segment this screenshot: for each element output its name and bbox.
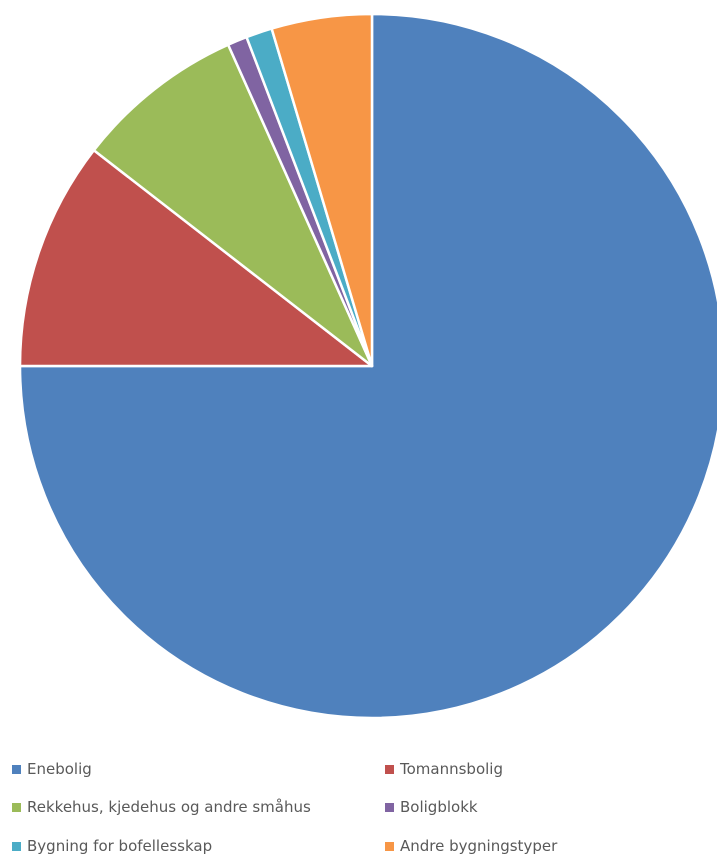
legend-item-andre: Andre bygningstyper xyxy=(385,834,557,858)
legend: Enebolig Tomannsbolig Rekkehus, kjedehus… xyxy=(0,750,717,863)
legend-item-boligblokk: Boligblokk xyxy=(385,795,478,819)
legend-label-rekkehus: Rekkehus, kjedehus og andre småhus xyxy=(27,798,311,816)
legend-swatch-rekkehus xyxy=(12,802,21,812)
legend-label-tomannsbolig: Tomannsbolig xyxy=(400,760,503,778)
pie-slice-enebolig xyxy=(18,12,717,720)
legend-label-boligblokk: Boligblokk xyxy=(400,798,478,816)
legend-item-tomannsbolig: Tomannsbolig xyxy=(385,757,503,781)
legend-label-andre: Andre bygningstyper xyxy=(400,837,558,855)
legend-label-enebolig: Enebolig xyxy=(27,760,92,778)
pie-slice-rekkehus-kjedehus-og-andre-småhus xyxy=(92,43,374,368)
legend-swatch-andre xyxy=(385,841,394,851)
legend-label-bofellesskap: Bygning for bofellesskap xyxy=(27,837,213,855)
legend-swatch-tomannsbolig xyxy=(385,764,394,774)
legend-item-rekkehus: Rekkehus, kjedehus og andre småhus xyxy=(12,795,311,819)
pie-slice-andre-bygningstyper xyxy=(270,12,374,368)
legend-swatch-enebolig xyxy=(12,764,21,774)
legend-swatch-boligblokk xyxy=(385,802,394,812)
legend-item-enebolig: Enebolig xyxy=(12,757,92,781)
legend-item-bofellesskap: Bygning for bofellesskap xyxy=(12,834,212,858)
pie-chart xyxy=(18,12,717,720)
legend-swatch-bofellesskap xyxy=(12,841,21,851)
pie-slice-tomannsbolig xyxy=(18,149,374,368)
